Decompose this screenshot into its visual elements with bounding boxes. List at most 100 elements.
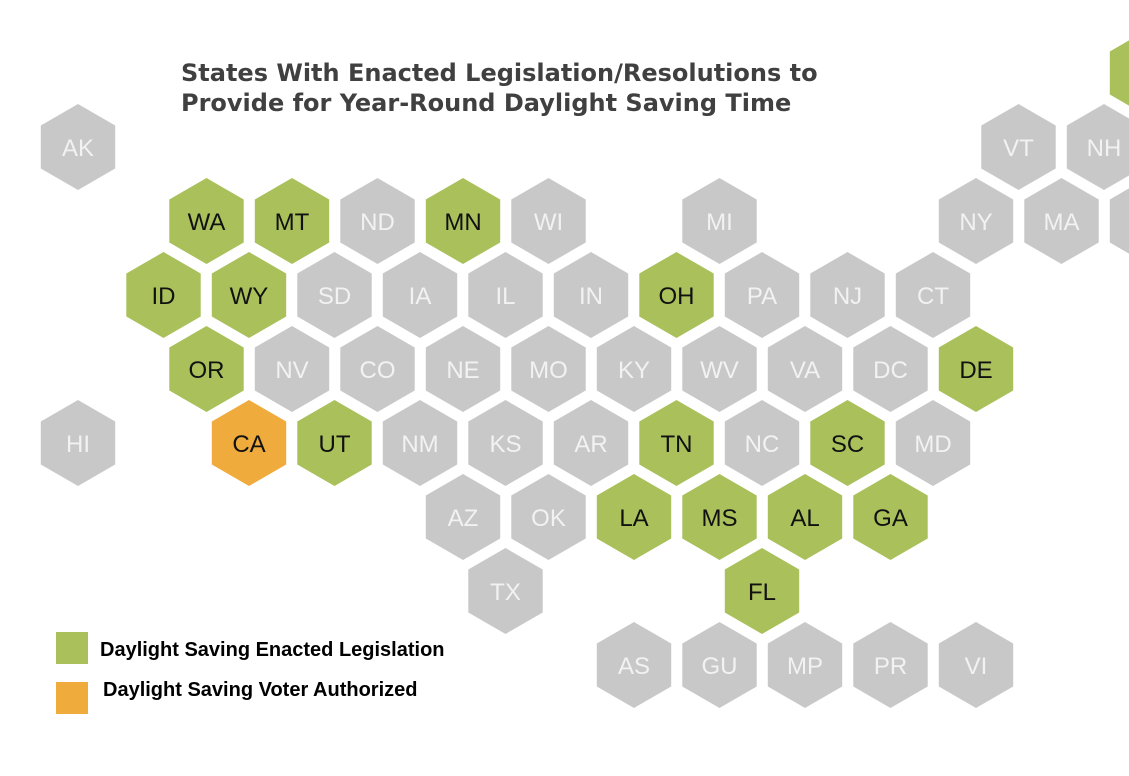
state-label: FL	[748, 579, 776, 606]
state-hex-ks: KS	[468, 400, 543, 486]
state-hex-shape	[297, 252, 372, 338]
state-label: PR	[874, 653, 907, 680]
state-label: KY	[618, 357, 650, 384]
state-hex-shape	[596, 474, 672, 560]
state-hex-pr: PR	[853, 622, 928, 708]
state-label: AS	[618, 653, 650, 680]
state-hex-tx: TX	[468, 548, 543, 634]
state-hex-shape	[382, 252, 458, 338]
state-hex-shape	[682, 178, 757, 264]
state-hex-ga: GA	[853, 474, 928, 560]
state-hex-wy: WY	[211, 252, 287, 338]
state-label: AK	[62, 135, 94, 162]
state-hex-ut: UT	[297, 400, 372, 486]
state-hex-shape	[639, 252, 714, 338]
state-label: WI	[534, 209, 563, 236]
state-hex-ak: AK	[40, 104, 116, 190]
legend-swatch-voter-authorized	[56, 682, 88, 714]
state-hex-shape	[511, 474, 586, 560]
state-hex-ri: RI	[1109, 188, 1129, 254]
state-hex-mt: MT	[254, 178, 330, 264]
state-hex-az: AZ	[425, 474, 501, 560]
state-hex-shape	[211, 252, 287, 338]
state-hex-shape	[425, 326, 501, 412]
state-label: DC	[873, 357, 908, 384]
state-hex-hi: HI	[40, 400, 116, 486]
state-label: HI	[66, 431, 90, 458]
state-hex-dc: DC	[853, 326, 928, 412]
state-hex-md: MD	[895, 400, 971, 486]
state-label: VA	[790, 357, 820, 384]
state-hex-ok: OK	[511, 474, 586, 560]
state-label: IA	[409, 283, 432, 310]
state-hex-shape	[425, 474, 501, 560]
state-hex-shape	[1109, 188, 1129, 254]
state-hex-co: CO	[340, 326, 415, 412]
state-hex-shape	[254, 178, 330, 264]
state-hex-ky: KY	[596, 326, 672, 412]
state-label: LA	[619, 505, 648, 532]
map-title: States With Enacted Legislation/Resoluti…	[181, 58, 901, 118]
state-label: SC	[831, 431, 864, 458]
state-hex-shape	[767, 326, 843, 412]
state-hex-vt: VT	[981, 104, 1056, 190]
state-hex-shape	[938, 326, 1014, 412]
state-label: KS	[489, 431, 521, 458]
state-hex-nd: ND	[340, 178, 415, 264]
state-hex-nm: NM	[382, 400, 458, 486]
state-hex-shape	[553, 400, 629, 486]
state-hex-shape	[169, 326, 244, 412]
state-hex-shape	[682, 622, 757, 708]
state-hex-nh: NH	[1066, 104, 1129, 190]
state-hex-shape	[553, 252, 629, 338]
state-hex-ne: NE	[425, 326, 501, 412]
state-label: OK	[531, 505, 566, 532]
state-hex-shape	[724, 400, 800, 486]
state-hex-shape	[724, 252, 800, 338]
state-label: MO	[529, 357, 568, 384]
state-hex-oh: OH	[639, 252, 714, 338]
state-hex-me: ME	[1109, 40, 1129, 106]
state-label: WY	[230, 283, 269, 310]
state-hex-sc: SC	[810, 400, 885, 486]
state-label: WV	[700, 357, 739, 384]
state-label: MT	[275, 209, 310, 236]
state-hex-il: IL	[468, 252, 543, 338]
state-hex-shape	[853, 474, 928, 560]
state-hex-vi: VI	[938, 622, 1014, 708]
state-hex-shape	[511, 326, 586, 412]
state-hex-shape	[40, 104, 116, 190]
legend-swatch-enacted	[56, 632, 88, 664]
state-hex-shape	[340, 178, 415, 264]
state-hex-shape	[724, 548, 800, 634]
state-hex-gu: GU	[682, 622, 757, 708]
state-label: NC	[745, 431, 780, 458]
state-hex-wi: WI	[511, 178, 586, 264]
state-hex-wv: WV	[682, 326, 757, 412]
state-hex-shape	[511, 178, 586, 264]
map-title-line-2: Provide for Year-Round Daylight Saving T…	[181, 89, 792, 117]
legend-label-enacted: Daylight Saving Enacted Legislation	[100, 639, 445, 661]
state-hex-ny: NY	[938, 178, 1014, 264]
state-hex-ct: CT	[895, 252, 971, 338]
state-label: OR	[189, 357, 225, 384]
state-hex-pa: PA	[724, 252, 800, 338]
state-hex-fl: FL	[724, 548, 800, 634]
state-label: TX	[490, 579, 521, 606]
state-label: AZ	[448, 505, 479, 532]
state-hex-shape	[596, 326, 672, 412]
state-hex-sd: SD	[297, 252, 372, 338]
state-label: IN	[579, 283, 603, 310]
map-title-line-1: States With Enacted Legislation/Resoluti…	[181, 59, 818, 87]
state-hex-in: IN	[553, 252, 629, 338]
state-label: MS	[702, 505, 738, 532]
state-hex-as: AS	[596, 622, 672, 708]
state-hex-shape	[425, 178, 501, 264]
state-label: VI	[965, 653, 988, 680]
state-label: OH	[659, 283, 695, 310]
state-hex-shape	[810, 400, 885, 486]
state-hex-shape	[596, 622, 672, 708]
state-hex-shape	[682, 326, 757, 412]
state-label: MA	[1044, 209, 1080, 236]
state-label: AL	[790, 505, 819, 532]
